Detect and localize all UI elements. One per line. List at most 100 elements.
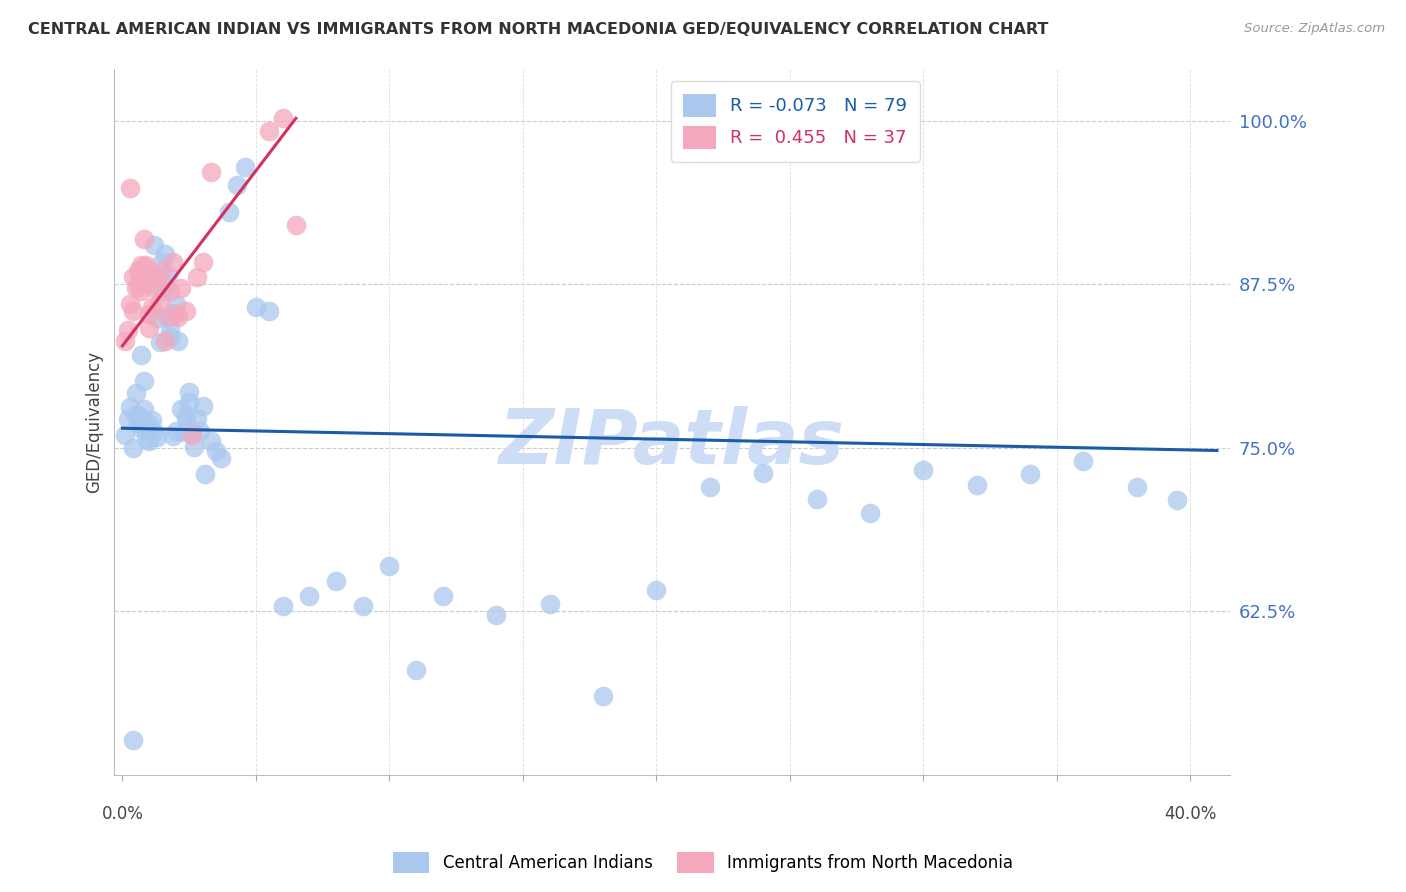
Point <box>132 231 155 245</box>
Text: 40.0%: 40.0% <box>1164 805 1216 823</box>
Point <box>117 323 139 337</box>
Point <box>1126 480 1149 494</box>
Point <box>271 599 294 614</box>
Point <box>135 432 157 446</box>
Point <box>1166 493 1188 508</box>
Point <box>159 329 181 343</box>
Point <box>188 424 211 438</box>
Point <box>191 399 214 413</box>
Point <box>257 303 280 318</box>
Point <box>205 443 228 458</box>
Point <box>146 269 169 284</box>
Point <box>127 277 149 292</box>
Point <box>176 303 198 318</box>
Point <box>152 284 174 298</box>
Point <box>141 300 163 314</box>
Point <box>135 421 157 435</box>
Y-axis label: GED/Equivalency: GED/Equivalency <box>86 351 103 492</box>
Point <box>143 281 166 295</box>
Point <box>114 427 136 442</box>
Point <box>162 429 184 443</box>
Point <box>125 281 148 295</box>
Point <box>325 574 347 589</box>
Point <box>170 401 193 416</box>
Point <box>257 124 280 138</box>
Point <box>135 258 157 272</box>
Point <box>127 264 149 278</box>
Point <box>165 308 187 322</box>
Point <box>180 427 202 442</box>
Point <box>170 281 193 295</box>
Point <box>129 284 152 298</box>
Point <box>912 463 935 477</box>
Point <box>179 384 201 399</box>
Point <box>806 491 828 506</box>
Point <box>120 180 142 194</box>
Point <box>485 608 508 623</box>
Point <box>167 334 190 348</box>
Point <box>162 306 184 320</box>
Point <box>1019 467 1042 481</box>
Point <box>129 258 152 272</box>
Point <box>153 334 176 348</box>
Point <box>117 412 139 426</box>
Point <box>432 589 454 603</box>
Point <box>226 178 249 192</box>
Point <box>352 599 374 614</box>
Point <box>159 322 181 336</box>
Point <box>592 690 614 704</box>
Text: 0.0%: 0.0% <box>101 805 143 823</box>
Point <box>153 280 176 294</box>
Point <box>176 408 198 422</box>
Point <box>176 410 198 425</box>
Point <box>183 440 205 454</box>
Point <box>120 297 142 311</box>
Point <box>233 160 256 174</box>
Point <box>405 663 427 677</box>
Point <box>122 441 145 455</box>
Point <box>966 477 988 491</box>
Point <box>152 255 174 269</box>
Point <box>209 451 232 466</box>
Point <box>146 430 169 444</box>
Point <box>127 416 149 430</box>
Point <box>165 424 187 438</box>
Point <box>132 260 155 275</box>
Point <box>141 413 163 427</box>
Text: Source: ZipAtlas.com: Source: ZipAtlas.com <box>1244 22 1385 36</box>
Point <box>125 386 148 401</box>
Point <box>152 264 174 278</box>
Point <box>127 408 149 422</box>
Point <box>859 506 882 520</box>
Point <box>173 425 195 440</box>
Point <box>120 401 142 415</box>
Point <box>752 466 775 480</box>
Point <box>132 374 155 388</box>
Point <box>194 467 217 481</box>
Point <box>162 255 184 269</box>
Point <box>179 395 201 409</box>
Point <box>138 417 160 432</box>
Point <box>125 408 148 422</box>
Point <box>138 308 160 322</box>
Point <box>645 583 668 598</box>
Point <box>156 268 179 283</box>
Point <box>156 309 179 323</box>
Point <box>149 294 172 309</box>
Point <box>122 269 145 284</box>
Point <box>153 247 176 261</box>
Point <box>218 205 240 219</box>
Text: CENTRAL AMERICAN INDIAN VS IMMIGRANTS FROM NORTH MACEDONIA GED/EQUIVALENCY CORRE: CENTRAL AMERICAN INDIAN VS IMMIGRANTS FR… <box>28 22 1049 37</box>
Point <box>132 401 155 416</box>
Point <box>1073 454 1095 468</box>
Point <box>186 269 208 284</box>
Point <box>245 300 267 314</box>
Point <box>699 480 721 494</box>
Point <box>143 425 166 440</box>
Point <box>538 597 561 611</box>
Point <box>378 558 401 573</box>
Legend: R = -0.073   N = 79, R =  0.455   N = 37: R = -0.073 N = 79, R = 0.455 N = 37 <box>671 81 920 161</box>
Point <box>167 310 190 324</box>
Point <box>191 255 214 269</box>
Point <box>146 311 169 326</box>
